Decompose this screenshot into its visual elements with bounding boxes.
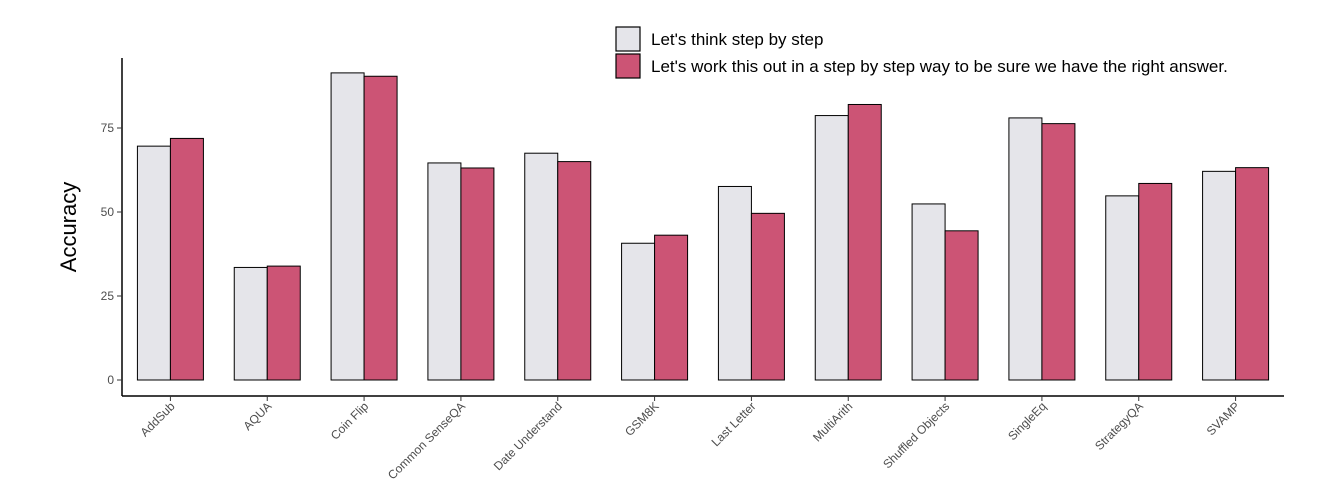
bar-date-understand-series-2: [557, 161, 592, 381]
y-axis-title: Accuracy: [56, 182, 81, 272]
x-tick-label-singleeq: SingleEq: [1005, 399, 1049, 443]
y-ticks-layer: 0 25 50 75: [101, 121, 122, 387]
x-tick-label-common-senseqa: Common SenseQA: [385, 399, 468, 482]
bar-strategyqa-series-2: [1138, 182, 1173, 381]
bar-gsm8k-series-1: [621, 242, 656, 381]
x-tick-label-aqua: AQUA: [240, 399, 274, 433]
bar-multiarith-series-1: [814, 115, 849, 381]
legend-swatch-step-by-step: [615, 26, 641, 52]
bar-addsub-series-2: [169, 137, 204, 381]
x-ticks-layer: AddSub AQUA Coin Flip Common SenseQA Date Un…: [137, 396, 1243, 482]
y-tick-label: 0: [107, 373, 114, 387]
legend: Let's think step by step Let's work this…: [615, 26, 1228, 79]
bar-coin-flip-series-2: [363, 75, 398, 381]
x-tick-label-addsub: AddSub: [137, 399, 177, 439]
y-tick-label: 75: [101, 121, 115, 135]
bar-multiarith-series-2: [847, 103, 882, 381]
bar-addsub-series-1: [136, 145, 171, 381]
x-tick-label-svamp: SVAMP: [1204, 399, 1243, 438]
x-tick-label-shuffled-objects: Shuffled Objects: [880, 399, 952, 471]
bar-last-letter-series-1: [717, 185, 752, 381]
bar-svamp-series-2: [1235, 167, 1270, 381]
bar-common-senseqa-series-2: [460, 167, 495, 381]
bar-strategyqa-series-1: [1105, 195, 1140, 381]
bar-date-understand-series-1: [524, 152, 559, 381]
bar-shuffled-objects-series-1: [911, 203, 946, 381]
x-tick-label-multiarith: MultiArith: [810, 399, 855, 444]
legend-label-step-by-step: Let's think step by step: [651, 30, 823, 49]
bar-svamp-series-1: [1202, 170, 1237, 381]
bar-last-letter-series-2: [750, 212, 785, 381]
x-tick-label-gsm8k: GSM8K: [622, 399, 662, 439]
bars-layer: [136, 72, 1270, 381]
bar-gsm8k-series-2: [654, 234, 689, 381]
x-tick-label-strategyqa: StrategyQA: [1092, 399, 1146, 453]
bar-shuffled-objects-series-2: [944, 230, 979, 381]
bar-singleeq-series-2: [1041, 123, 1076, 381]
x-tick-label-coin-flip: Coin Flip: [328, 399, 372, 443]
x-tick-label-last-letter: Last Letter: [709, 399, 759, 449]
legend-label-work-this-out: Let's work this out in a step by step wa…: [651, 57, 1228, 76]
bar-coin-flip-series-1: [330, 72, 365, 381]
y-tick-label: 50: [101, 205, 115, 219]
bar-singleeq-series-1: [1008, 117, 1043, 381]
bar-common-senseqa-series-1: [427, 162, 462, 381]
legend-swatch-work-this-out: [615, 53, 641, 79]
bar-aqua-series-1: [233, 266, 268, 381]
y-tick-label: 25: [101, 289, 115, 303]
bar-aqua-series-2: [266, 265, 301, 381]
x-tick-label-date-understand: Date Understand: [491, 399, 565, 473]
